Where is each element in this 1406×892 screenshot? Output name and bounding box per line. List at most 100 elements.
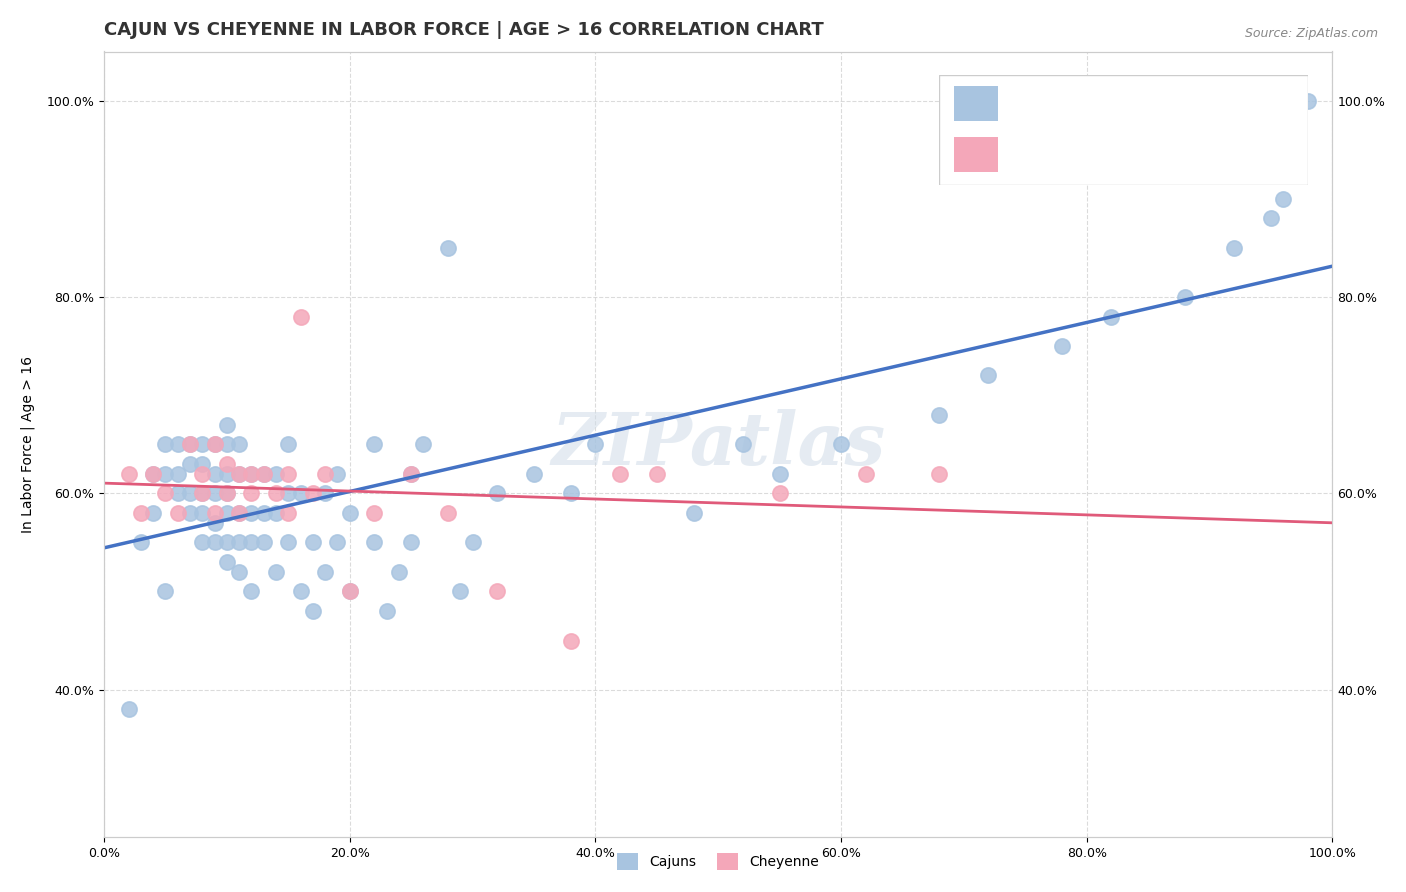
Point <box>191 437 214 451</box>
Point <box>1296 94 1319 108</box>
Point <box>326 535 349 549</box>
Point <box>166 437 188 451</box>
Point <box>228 467 250 481</box>
Point <box>117 467 139 481</box>
Point <box>290 310 312 324</box>
Point <box>228 506 250 520</box>
Y-axis label: In Labor Force | Age > 16: In Labor Force | Age > 16 <box>21 356 35 533</box>
Point <box>240 486 263 500</box>
Point <box>240 506 263 520</box>
Point <box>191 457 214 471</box>
Point <box>560 486 582 500</box>
Text: CAJUN VS CHEYENNE IN LABOR FORCE | AGE > 16 CORRELATION CHART: CAJUN VS CHEYENNE IN LABOR FORCE | AGE >… <box>104 21 824 39</box>
Text: Source: ZipAtlas.com: Source: ZipAtlas.com <box>1244 27 1378 40</box>
Point <box>204 535 226 549</box>
Point <box>204 506 226 520</box>
Point <box>277 467 299 481</box>
Point <box>302 604 325 618</box>
Point <box>166 467 188 481</box>
Point <box>314 565 336 579</box>
Point <box>449 584 471 599</box>
Point <box>215 555 238 569</box>
Point <box>363 506 385 520</box>
Point <box>399 535 422 549</box>
Point <box>253 467 276 481</box>
Point <box>277 535 299 549</box>
Point <box>155 486 177 500</box>
Point <box>363 437 385 451</box>
Point <box>769 486 792 500</box>
Point <box>731 437 754 451</box>
Point <box>264 506 287 520</box>
Point <box>215 486 238 500</box>
Point <box>204 467 226 481</box>
Point <box>179 506 201 520</box>
Point <box>277 506 299 520</box>
Point <box>977 368 1000 383</box>
Point <box>191 535 214 549</box>
Point <box>1050 339 1073 353</box>
Point <box>461 535 484 549</box>
Legend: Cajuns, Cheyenne: Cajuns, Cheyenne <box>610 847 825 877</box>
Point <box>142 467 165 481</box>
Point <box>215 486 238 500</box>
Point <box>191 467 214 481</box>
Point <box>228 565 250 579</box>
Point <box>155 437 177 451</box>
Point <box>769 467 792 481</box>
Point <box>830 437 852 451</box>
Point <box>215 437 238 451</box>
Point <box>155 584 177 599</box>
Point <box>388 565 411 579</box>
Point <box>412 437 434 451</box>
Point <box>204 437 226 451</box>
Point <box>375 604 398 618</box>
Point <box>928 467 950 481</box>
Point <box>264 467 287 481</box>
Point <box>339 506 361 520</box>
Point <box>228 535 250 549</box>
Point <box>240 584 263 599</box>
Point <box>191 486 214 500</box>
Point <box>179 437 201 451</box>
Point <box>302 535 325 549</box>
Point <box>326 467 349 481</box>
Point <box>1174 290 1197 304</box>
Point <box>215 467 238 481</box>
Point <box>682 506 704 520</box>
Point <box>129 535 152 549</box>
Point <box>240 467 263 481</box>
Point <box>253 535 276 549</box>
Point <box>928 408 950 422</box>
Point <box>264 486 287 500</box>
Point <box>339 584 361 599</box>
Point <box>142 506 165 520</box>
Point <box>583 437 606 451</box>
Point <box>166 486 188 500</box>
Point <box>240 467 263 481</box>
Point <box>215 535 238 549</box>
Point <box>290 584 312 599</box>
Point <box>1223 241 1246 255</box>
Point <box>166 506 188 520</box>
Point <box>253 506 276 520</box>
Point <box>264 565 287 579</box>
Point <box>486 486 509 500</box>
Point <box>228 437 250 451</box>
Point <box>204 486 226 500</box>
Point <box>155 467 177 481</box>
Point <box>179 486 201 500</box>
Point <box>1260 211 1282 226</box>
Point <box>240 535 263 549</box>
Point <box>314 467 336 481</box>
Point <box>117 702 139 716</box>
Point <box>314 486 336 500</box>
Text: ZIPatlas: ZIPatlas <box>551 409 886 480</box>
Point <box>339 584 361 599</box>
Point <box>253 467 276 481</box>
Point <box>560 633 582 648</box>
Point <box>215 417 238 432</box>
Point <box>215 506 238 520</box>
Point <box>215 457 238 471</box>
Point <box>277 437 299 451</box>
